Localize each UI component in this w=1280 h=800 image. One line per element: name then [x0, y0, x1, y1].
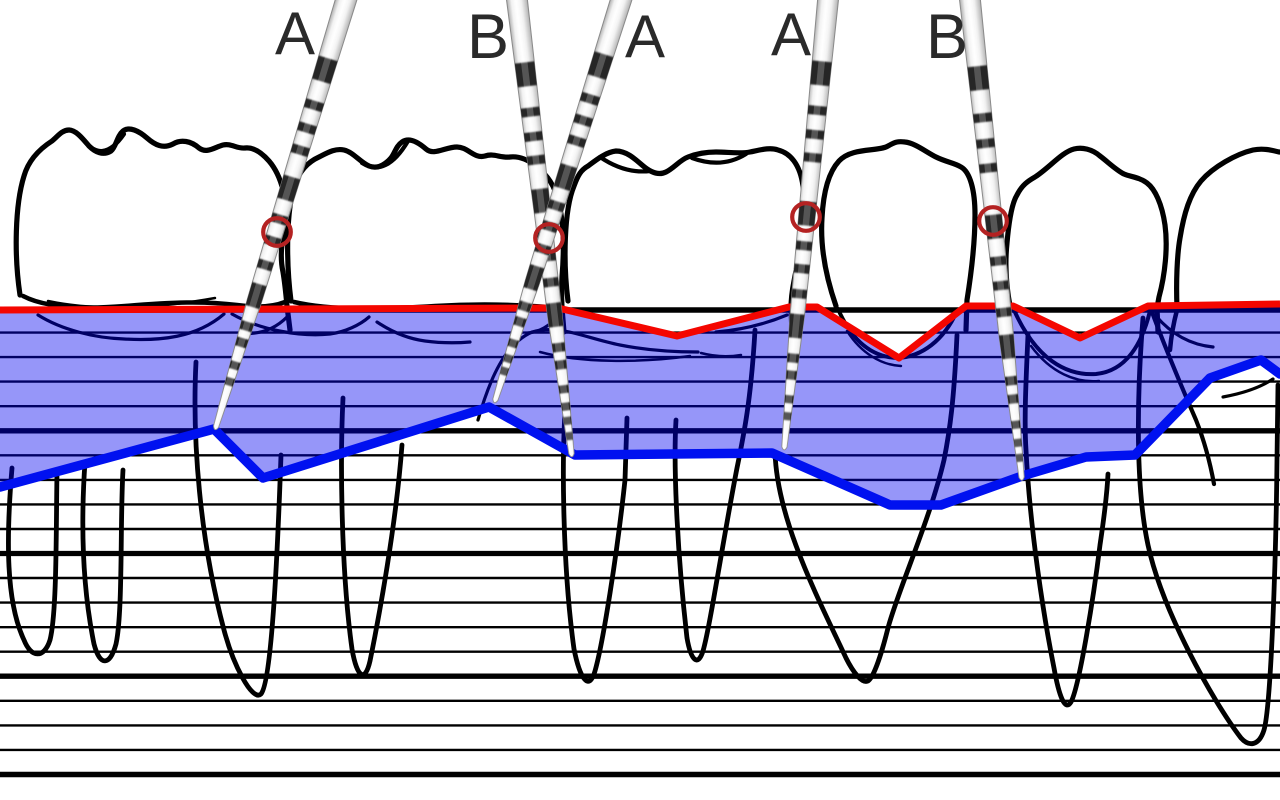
svg-text:A: A — [275, 0, 315, 67]
svg-text:A: A — [771, 1, 811, 68]
svg-text:B: B — [926, 2, 968, 72]
svg-text:A: A — [625, 3, 665, 70]
svg-text:B: B — [467, 2, 509, 72]
